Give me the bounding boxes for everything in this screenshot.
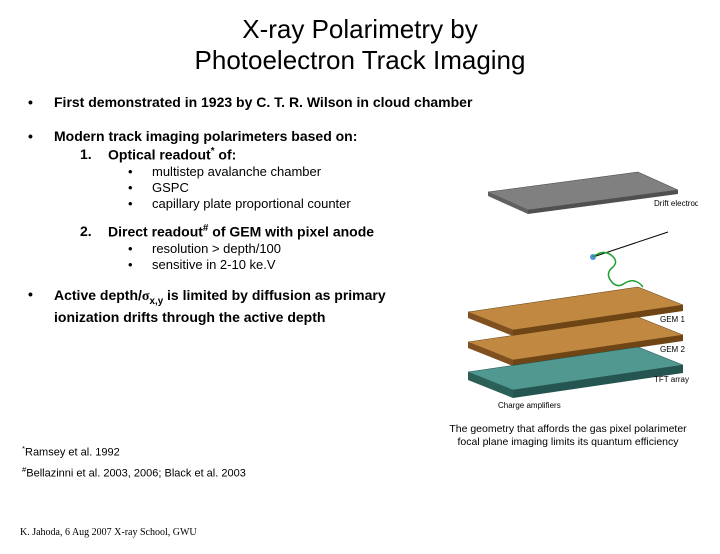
bullet-dot: • — [128, 241, 152, 256]
bullet-1-text: First demonstrated in 1923 by C. T. R. W… — [54, 94, 472, 110]
drift-label: Drift electrode — [654, 199, 698, 208]
num-2: 2. — [80, 223, 108, 240]
bullet-2: • Modern track imaging polarimeters base… — [28, 128, 700, 144]
bullet-3-text: Active depth/σx,y is limited by diffusio… — [54, 286, 398, 327]
title-line-2: Photoelectron Track Imaging — [195, 45, 526, 75]
num-item-1: 1. Optical readout* of: — [80, 146, 700, 163]
gem2-label: GEM 2 — [660, 345, 685, 354]
tft-label: TFT array — [654, 375, 689, 384]
bullet-dot: • — [128, 180, 152, 195]
drift-plate — [488, 172, 678, 214]
photoelectron-track — [590, 232, 668, 287]
bullet-dot: • — [128, 196, 152, 211]
item-2-text: Direct readout# of GEM with pixel anode — [108, 223, 374, 240]
bullet-2-text: Modern track imaging polarimeters based … — [54, 128, 357, 144]
figure-caption: The geometry that affords the gas pixel … — [438, 423, 698, 449]
detector-svg: Drift electrode GEM 1 GEM 2 TFT array Ch… — [438, 162, 698, 412]
bullet-1: • First demonstrated in 1923 by C. T. R.… — [28, 94, 700, 110]
bullet-dot: • — [28, 286, 54, 302]
ref-2: #Bellazinni et al. 2003, 2006; Black et … — [22, 465, 246, 480]
numbered-list: 1. Optical readout* of: — [80, 146, 700, 163]
item-1-text: Optical readout* of: — [108, 146, 236, 163]
references: *Ramsey et al. 1992 #Bellazinni et al. 2… — [22, 444, 246, 485]
bullet-dot: • — [128, 164, 152, 179]
bullet-dot: • — [28, 94, 54, 110]
footer: K. Jahoda, 6 Aug 2007 X-ray School, GWU — [20, 527, 197, 538]
num-1: 1. — [80, 146, 108, 163]
bullet-3: • Active depth/σx,y is limited by diffus… — [28, 286, 398, 327]
slide-title: X-ray Polarimetry by Photoelectron Track… — [0, 14, 720, 76]
bullet-dot: • — [28, 128, 54, 144]
gem1-label: GEM 1 — [660, 315, 685, 324]
amp-label: Charge amplifiers — [498, 401, 561, 410]
bullet-dot: • — [128, 257, 152, 272]
ref-1: *Ramsey et al. 1992 — [22, 444, 246, 459]
detector-figure: Drift electrode GEM 1 GEM 2 TFT array Ch… — [438, 162, 698, 449]
title-line-1: X-ray Polarimetry by — [242, 14, 478, 44]
